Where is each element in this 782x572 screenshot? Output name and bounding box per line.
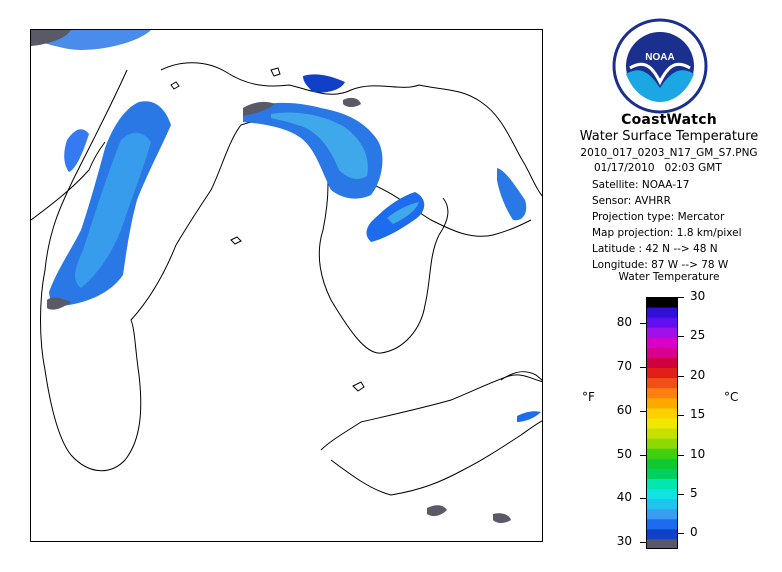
lake-michigan-light-water — [75, 132, 151, 288]
celsius-tick-label: 10 — [690, 447, 706, 461]
colorbar-tick-mark — [678, 297, 684, 298]
celsius-tick-label: 0 — [690, 525, 698, 539]
product-subtitle: Water Surface Temperature — [579, 129, 759, 144]
celsius-tick-label: 30 — [690, 289, 706, 303]
file-name: 2010_017_0203_N17_GM_S7.PNG — [580, 147, 758, 159]
lake-huron-ice — [243, 101, 275, 116]
fahrenheit-tick-label: 60 — [616, 403, 632, 417]
celsius-unit: °C — [724, 390, 739, 404]
lake-erie-water — [517, 411, 541, 422]
fahrenheit-tick-label: 70 — [616, 359, 632, 373]
fahrenheit-tick-label: 40 — [616, 490, 632, 504]
lake-michigan-north-water — [64, 129, 89, 172]
erie-ice — [493, 513, 511, 523]
colorbar-tick-mark — [678, 455, 684, 456]
upper-peninsula-shore — [160, 62, 542, 197]
lake-michigan-shore — [40, 69, 177, 472]
colorbar-segment — [646, 337, 678, 348]
colorbar-segment — [646, 518, 678, 530]
lower-peninsula-shore — [175, 119, 449, 354]
celsius-tick-label: 25 — [690, 328, 706, 342]
colorbar-tick-mark — [640, 367, 646, 368]
fahrenheit-tick-label: 80 — [616, 315, 632, 329]
colorbar-tick-mark — [678, 415, 684, 416]
noaa-logo-text: NOAA — [645, 52, 674, 63]
sensor-info: Sensor: AVHRR — [592, 195, 671, 207]
colorbar-segment — [646, 448, 678, 459]
colorbar-segment — [646, 468, 678, 479]
saginaw-bay-light — [387, 202, 419, 224]
colorbar-segment — [646, 438, 678, 449]
fahrenheit-tick-label: 30 — [616, 534, 632, 548]
legend-panel: NOAA CoastWatch Water Surface Temperatur… — [556, 0, 782, 572]
noaa-logo: NOAA — [612, 18, 708, 114]
fahrenheit-tick-label: 50 — [616, 447, 632, 461]
colorbar-segment — [646, 307, 678, 318]
colorbar-tick-mark — [640, 323, 646, 324]
projection-type: Projection type: Mercator — [592, 211, 725, 223]
colorbar-tick-mark — [678, 336, 684, 337]
colorbar-segment — [646, 407, 678, 419]
georgian-bay-water — [497, 168, 527, 221]
straits-water — [303, 74, 345, 93]
acquisition-date: 01/17/2010 — [594, 162, 655, 174]
colorbar-segment — [646, 538, 678, 549]
island — [352, 381, 365, 392]
island — [170, 81, 180, 90]
lake-erie-shore — [320, 374, 542, 451]
map-projection: Map projection: 1.8 km/pixel — [592, 227, 742, 239]
ontario-ice — [343, 97, 361, 107]
acquisition-datetime: 01/17/2010 02:03 GMT — [594, 162, 722, 174]
georgian-bay-shore — [360, 179, 532, 237]
colorbar-segment — [646, 478, 678, 490]
colorbar-tick-mark — [640, 411, 646, 412]
colorbar-tick-mark — [678, 376, 684, 377]
colorbar-segment — [646, 377, 678, 389]
lake-erie-south-shore — [330, 420, 542, 496]
colorbar-segment — [646, 498, 678, 510]
green-bay-shore — [31, 141, 106, 221]
celsius-tick-label: 15 — [690, 407, 706, 421]
lake-michigan-ice — [47, 297, 71, 310]
colorbar-segment — [646, 297, 678, 308]
colorbar-segment — [646, 397, 678, 409]
acquisition-time: 02:03 GMT — [664, 162, 722, 174]
colorbar-segment — [646, 347, 678, 358]
island — [230, 236, 242, 245]
celsius-tick-label: 5 — [690, 486, 698, 500]
superior-ice-patch — [31, 30, 71, 46]
celsius-tick-label: 20 — [690, 368, 706, 382]
map-panel — [30, 29, 543, 542]
product-title: CoastWatch — [621, 112, 717, 128]
colorbar-tick-mark — [640, 455, 646, 456]
colorbar-segment — [646, 367, 678, 379]
colorbar-segment — [646, 387, 678, 399]
colorbar-segment — [646, 458, 678, 469]
satellite-info: Satellite: NOAA-17 — [592, 179, 690, 191]
colorbar-segment — [646, 508, 678, 520]
fahrenheit-unit: °F — [582, 390, 595, 404]
map-svg — [31, 30, 542, 523]
colorbar-frame — [646, 297, 678, 549]
longitude-range: Longitude: 87 W --> 78 W — [592, 259, 729, 271]
lake-ontario-shore — [500, 371, 542, 381]
colorbar-segment — [646, 428, 678, 439]
colorbar-tick-mark — [678, 533, 684, 534]
temperature-colorbar — [646, 297, 678, 549]
lake-huron-light-water — [271, 112, 368, 179]
island — [270, 67, 281, 77]
colorbar-title: Water Temperature — [618, 271, 720, 283]
colorbar-segment — [646, 528, 678, 540]
erie-ice — [427, 505, 447, 517]
colorbar-tick-mark — [640, 542, 646, 543]
latitude-range: Latitude : 42 N --> 48 N — [592, 243, 718, 255]
colorbar-segment — [646, 357, 678, 369]
colorbar-tick-mark — [640, 498, 646, 499]
colorbar-segment — [646, 327, 678, 338]
colorbar-tick-mark — [678, 494, 684, 495]
colorbar-segment — [646, 417, 678, 429]
colorbar-segment — [646, 488, 678, 500]
colorbar-segment — [646, 317, 678, 328]
